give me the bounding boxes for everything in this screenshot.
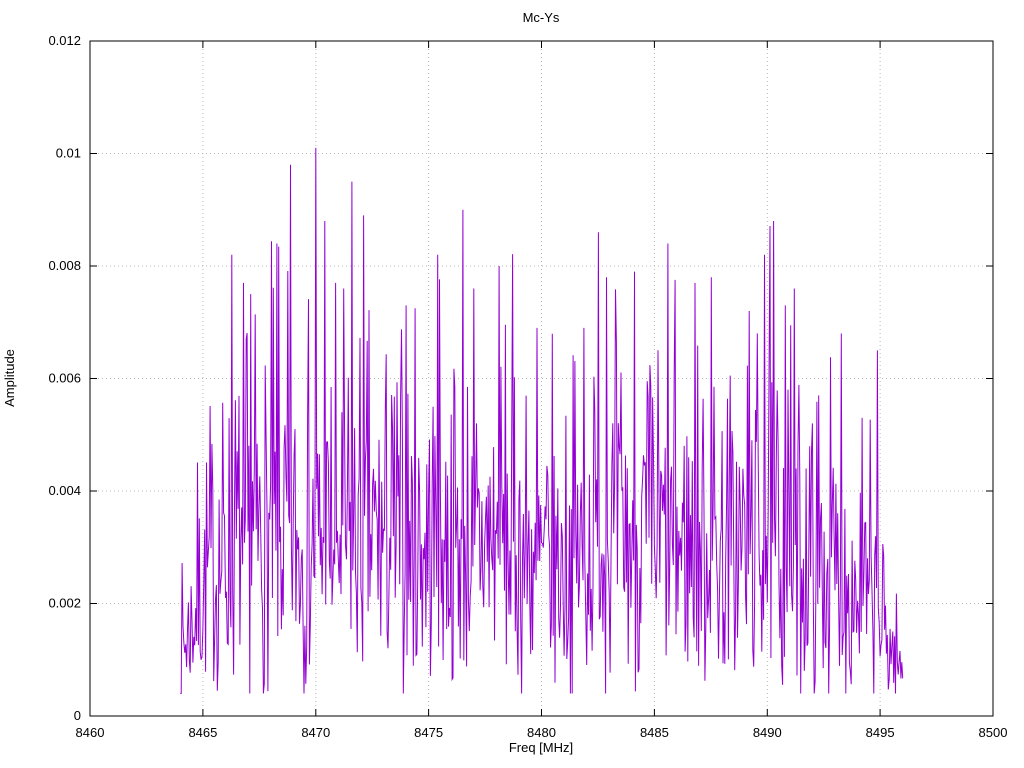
y-tick-label: 0	[74, 708, 81, 723]
x-tick-label: 8475	[414, 725, 443, 740]
x-tick-label: 8490	[753, 725, 782, 740]
x-tick-label: 8500	[979, 725, 1008, 740]
x-axis-label: Freq [MHz]	[509, 740, 573, 755]
y-tick-label: 0.012	[48, 33, 81, 48]
y-tick-label: 0.004	[48, 483, 81, 498]
series	[180, 147, 904, 694]
x-tick-label: 8485	[640, 725, 669, 740]
y-tick-label: 0.008	[48, 258, 81, 273]
plot-border	[89, 40, 994, 717]
tick-labels: 8460 8465 8470 8475 8480 8485 8490 8495 8500 0 0.0…	[48, 33, 1007, 740]
x-tick-label: 8480	[527, 725, 556, 740]
y-tick-label: 0.01	[56, 146, 81, 161]
x-tick-label: 8460	[76, 725, 105, 740]
y-tick-label: 0.002	[48, 596, 81, 611]
y-axis-label: Amplitude	[2, 349, 17, 407]
x-tick-label: 8465	[188, 725, 217, 740]
x-tick-label: 8495	[866, 725, 895, 740]
y-tick-label: 0.006	[48, 371, 81, 386]
chart-title: Mc-Ys	[523, 10, 560, 25]
x-tick-label: 8470	[301, 725, 330, 740]
series-line	[180, 147, 904, 694]
